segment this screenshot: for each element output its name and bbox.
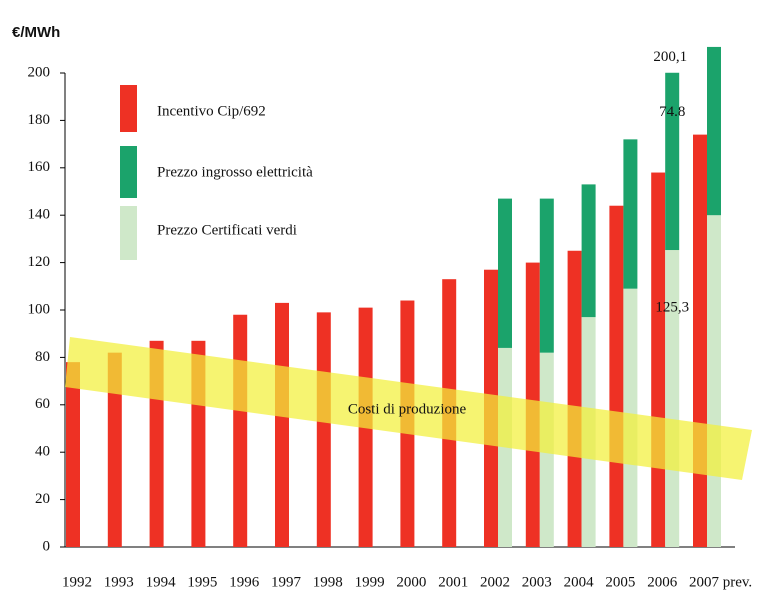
value-label: 125,3	[655, 299, 689, 315]
legend-swatch	[120, 146, 137, 198]
bar-segment	[498, 198, 512, 348]
y-tick-label: 120	[28, 254, 51, 270]
bar-segment	[581, 184, 596, 318]
bar	[609, 205, 624, 547]
bar	[275, 302, 289, 547]
x-tick-label: 2000	[396, 574, 426, 590]
x-tick-label: 1998	[313, 574, 343, 590]
bar	[107, 352, 122, 547]
y-tick-label: 180	[28, 112, 51, 128]
y-tick-label: 0	[43, 538, 51, 554]
y-tick-label: 80	[35, 349, 50, 365]
bar	[567, 250, 582, 547]
x-tick-label: 1993	[104, 574, 134, 590]
x-tick-label: 2003	[522, 574, 552, 590]
x-tick-label: 2001	[438, 574, 468, 590]
legend-label: Incentivo Cip/692	[157, 103, 266, 119]
x-tick-label: 1992	[62, 574, 92, 590]
value-label: 74.8	[659, 104, 685, 120]
bar-segment	[623, 139, 638, 289]
y-tick-label: 40	[35, 444, 50, 460]
bar-segment	[539, 198, 554, 353]
x-tick-label: 2004	[564, 574, 595, 590]
x-tick-label: 1994	[146, 574, 177, 590]
x-tick-label: 1997	[271, 574, 302, 590]
x-tick-label: 2002	[480, 574, 510, 590]
x-tick-label: 1999	[355, 574, 385, 590]
y-tick-label: 200	[28, 64, 51, 80]
bar-segment	[707, 46, 721, 216]
y-tick-label: 20	[35, 491, 50, 507]
x-tick-label: 1995	[187, 574, 217, 590]
legend-label: Prezzo Certificati verdi	[157, 222, 297, 238]
y-axis-label: €/MWh	[12, 24, 60, 41]
x-tick-label: 2007 prev.	[689, 574, 752, 590]
y-tick-label: 100	[28, 301, 51, 317]
y-tick-label: 160	[28, 159, 51, 175]
x-tick-label: 2006	[647, 574, 678, 590]
bar	[233, 314, 248, 547]
bar-segment	[665, 72, 680, 251]
bar	[66, 362, 80, 547]
total-label: 200,1	[653, 49, 687, 65]
cost-band	[65, 337, 752, 480]
legend-swatch	[120, 206, 137, 260]
bar	[693, 134, 707, 547]
x-tick-label: 1996	[229, 574, 260, 590]
y-tick-label: 140	[28, 207, 51, 223]
bar-segment	[707, 215, 721, 547]
x-tick-label: 2005	[605, 574, 635, 590]
band-label: Costi di produzione	[348, 401, 467, 417]
bar	[316, 312, 331, 547]
legend-label: Prezzo ingrosso elettricità	[157, 164, 313, 180]
legend-swatch	[120, 85, 137, 132]
y-tick-label: 60	[35, 396, 50, 412]
bar	[651, 172, 666, 548]
bar-segment	[665, 250, 680, 547]
